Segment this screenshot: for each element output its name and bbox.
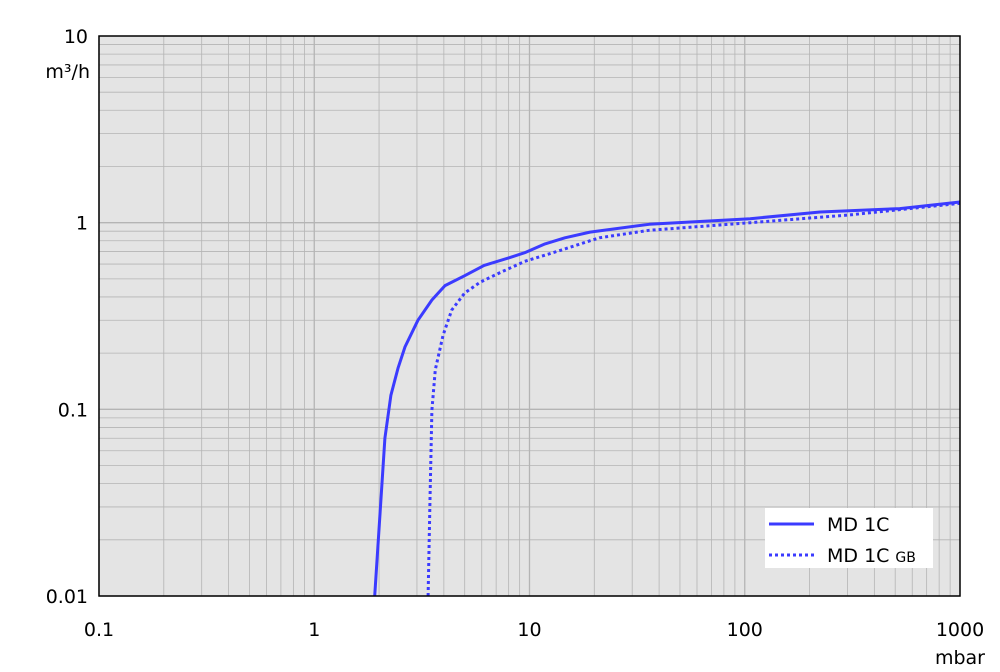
x-axis: 0.1 1 10 100 1000 bbox=[84, 619, 984, 641]
y-axis: 0.01 0.1 1 10 bbox=[46, 26, 88, 608]
legend-box bbox=[765, 508, 933, 568]
series-line-md1c bbox=[373, 200, 961, 597]
y-tick-label: 0.01 bbox=[46, 586, 88, 608]
legend: MD 1C MD 1C GB bbox=[765, 508, 933, 568]
y-tick-label: 0.1 bbox=[58, 399, 88, 421]
legend-label-gb-suffix: GB bbox=[895, 550, 915, 566]
x-tick-label: 1000 bbox=[936, 619, 984, 641]
x-tick-label: 1 bbox=[308, 619, 320, 641]
series-line-md1c-gb bbox=[426, 201, 961, 597]
x-tick-label: 0.1 bbox=[84, 619, 114, 641]
legend-label-md1c: MD 1C bbox=[827, 514, 889, 536]
series-group bbox=[373, 200, 961, 597]
x-axis-label: mbar bbox=[935, 647, 985, 668]
grid bbox=[98, 36, 960, 597]
y-tick-label: 10 bbox=[64, 26, 88, 48]
legend-label-md1c-gb-main: MD 1C bbox=[827, 545, 889, 567]
plot-border bbox=[98, 35, 961, 597]
x-tick-label: 10 bbox=[517, 619, 541, 641]
y-tick-label: 1 bbox=[76, 213, 88, 235]
y-axis-label: m³/h bbox=[45, 61, 90, 83]
legend-label-md1c-gb: MD 1C GB bbox=[827, 545, 916, 567]
x-tick-label: 100 bbox=[727, 619, 763, 641]
